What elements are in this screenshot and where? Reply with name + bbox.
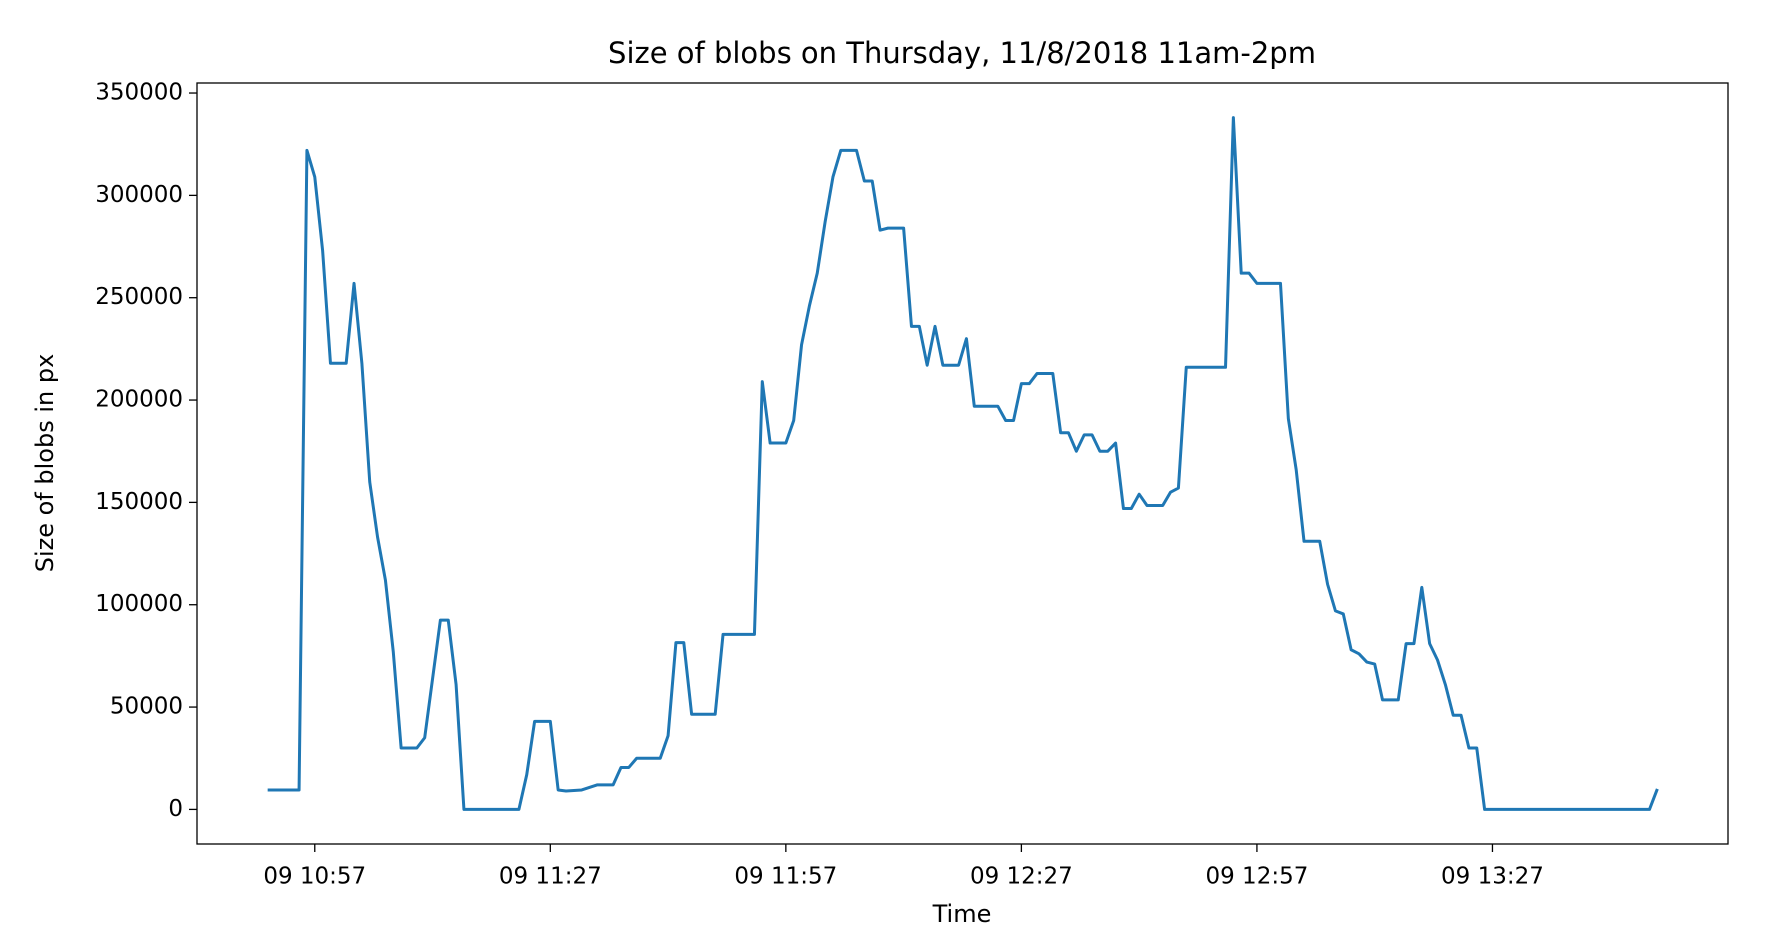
y-tick-label: 100000: [95, 591, 183, 617]
x-axis-label: Time: [932, 900, 992, 928]
x-tick-label: 09 11:57: [734, 864, 837, 890]
x-tick-label: 09 12:27: [970, 864, 1073, 890]
x-tick-label: 09 11:27: [499, 864, 602, 890]
y-tick-label: 0: [168, 796, 183, 822]
y-axis-label: Size of blobs in px: [31, 354, 59, 573]
y-tick-label: 250000: [95, 284, 183, 310]
x-tick-label: 09 13:27: [1441, 864, 1544, 890]
x-tick-label: 09 12:57: [1205, 864, 1308, 890]
y-tick-label: 350000: [95, 80, 183, 106]
y-tick-label: 150000: [95, 489, 183, 515]
x-tick-label: 09 10:57: [263, 864, 366, 890]
y-tick-label: 200000: [95, 387, 183, 413]
plot-frame: [196, 82, 1729, 845]
line-series: [267, 116, 1659, 811]
y-tick-label: 50000: [110, 694, 183, 720]
y-tick-label: 300000: [95, 182, 183, 208]
chart-title: Size of blobs on Thursday, 11/8/2018 11a…: [608, 36, 1316, 70]
